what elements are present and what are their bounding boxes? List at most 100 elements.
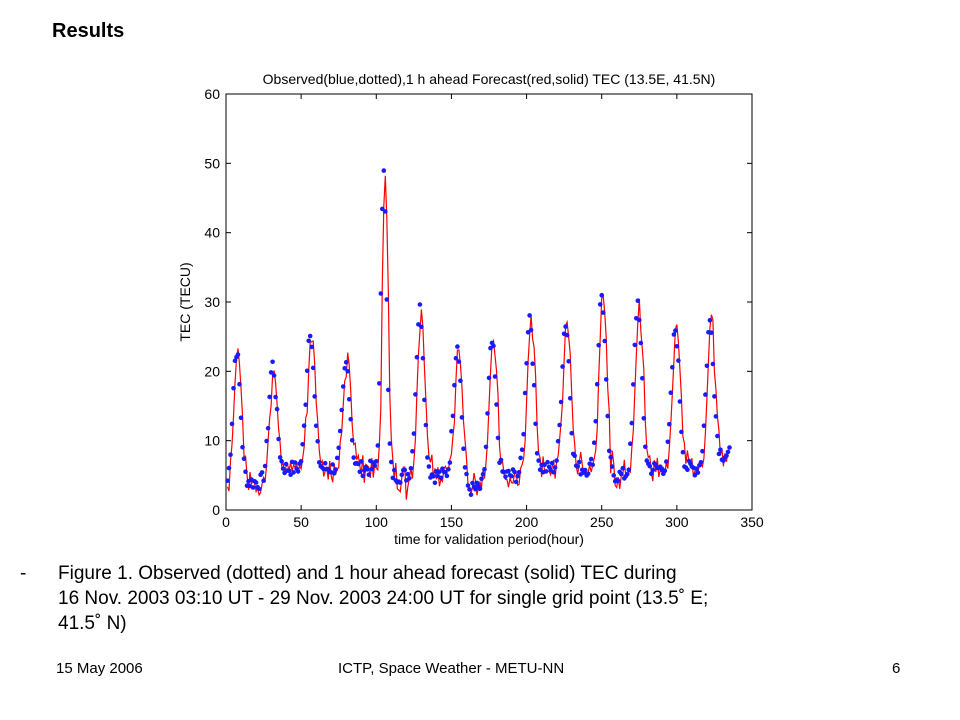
observed-point xyxy=(703,392,708,397)
observed-point xyxy=(262,463,268,469)
observed-point xyxy=(631,382,636,387)
observed-point xyxy=(518,455,523,461)
observed-point xyxy=(599,292,604,298)
observed-point xyxy=(566,359,571,364)
observed-point xyxy=(567,396,573,401)
observed-point xyxy=(594,381,600,387)
x-tick-label: 200 xyxy=(515,514,539,530)
observed-point xyxy=(360,473,366,479)
observed-point xyxy=(528,327,534,333)
observed-point xyxy=(238,415,244,421)
observed-point xyxy=(685,467,690,473)
observed-point xyxy=(625,471,630,477)
y-tick-label: 50 xyxy=(204,155,220,171)
observed-point xyxy=(291,470,296,475)
observed-point xyxy=(410,449,415,454)
observed-point xyxy=(402,467,408,473)
observed-point xyxy=(713,414,719,419)
observed-point xyxy=(408,466,414,471)
observed-point xyxy=(351,455,356,460)
observed-point xyxy=(641,416,647,421)
observed-point xyxy=(348,416,353,422)
caption-line-3: 41.5˚ N) xyxy=(58,613,127,634)
observed-point xyxy=(668,390,674,396)
observed-point xyxy=(375,443,381,448)
observed-point xyxy=(449,428,454,434)
observed-point xyxy=(271,373,277,378)
x-axis: 0 50 100 150 200 250 300 350 xyxy=(222,94,764,530)
observed-point xyxy=(437,469,442,475)
observed-point xyxy=(619,471,624,477)
observed-point xyxy=(679,429,684,435)
observed-point xyxy=(417,302,423,307)
observed-point xyxy=(369,466,375,472)
observed-point xyxy=(694,466,699,472)
observed-point xyxy=(459,415,465,420)
observed-point xyxy=(670,365,675,370)
observed-point xyxy=(665,439,671,445)
observed-point xyxy=(458,378,463,384)
observed-point xyxy=(432,480,438,486)
x-tick-label: 350 xyxy=(740,514,764,530)
observed-point xyxy=(365,467,370,472)
observed-point xyxy=(483,444,489,450)
observed-point xyxy=(724,453,729,458)
observed-point xyxy=(380,206,385,212)
observed-point xyxy=(674,344,680,349)
observed-point xyxy=(608,455,613,460)
observed-point xyxy=(312,394,317,399)
footer-presentation-title: ICTP, Space Weather - METU-NN xyxy=(338,660,565,677)
observed-point xyxy=(399,472,405,478)
observed-point xyxy=(381,168,387,173)
y-tick-label: 20 xyxy=(204,363,220,379)
observed-point xyxy=(611,473,616,478)
x-tick-label: 50 xyxy=(293,514,309,530)
observed-point xyxy=(555,438,561,444)
footer-date: 15 May 2006 xyxy=(56,660,143,677)
observed-point xyxy=(551,470,556,475)
observed-point xyxy=(229,421,235,427)
y-axis-label: TEC (TECU) xyxy=(177,262,193,341)
observed-point xyxy=(389,459,394,465)
x-tick-label: 0 xyxy=(222,514,230,530)
observed-point xyxy=(444,473,450,479)
observed-point xyxy=(643,444,648,450)
observed-point xyxy=(582,467,588,473)
observed-point xyxy=(322,460,328,466)
observed-point xyxy=(384,297,390,302)
observed-point xyxy=(283,461,289,467)
observed-point xyxy=(235,352,241,357)
observed-point xyxy=(609,464,615,469)
observed-point xyxy=(259,470,265,475)
observed-point xyxy=(536,458,541,463)
observed-point xyxy=(533,421,538,427)
observed-point xyxy=(339,407,344,413)
observed-point xyxy=(446,467,451,472)
observed-point xyxy=(534,451,540,456)
observed-point xyxy=(443,470,448,475)
observed-point xyxy=(638,340,644,346)
y-tick-label: 40 xyxy=(204,225,220,241)
observed-point xyxy=(513,479,519,485)
observed-point xyxy=(273,394,278,400)
observed-point xyxy=(386,387,391,393)
observed-point xyxy=(467,487,472,492)
observed-point xyxy=(521,431,526,437)
observed-point xyxy=(554,458,559,463)
observed-point xyxy=(349,438,355,443)
observed-point xyxy=(405,471,411,477)
x-tick-label: 250 xyxy=(590,514,614,530)
observed-point xyxy=(465,483,471,488)
observed-point xyxy=(387,441,393,446)
observed-point xyxy=(515,473,520,479)
observed-point xyxy=(649,471,654,477)
observed-point xyxy=(600,310,606,315)
observed-point xyxy=(411,431,417,436)
observed-point xyxy=(419,324,424,330)
observed-point xyxy=(313,423,319,429)
observed-point xyxy=(704,363,710,369)
observed-point xyxy=(413,392,418,397)
caption-line-1: Figure 1. Observed (dotted) and 1 hour a… xyxy=(58,563,677,584)
observed-point xyxy=(438,475,444,481)
tec-chart: Observed(blue,dotted),1 h ahead Forecast… xyxy=(168,62,768,556)
